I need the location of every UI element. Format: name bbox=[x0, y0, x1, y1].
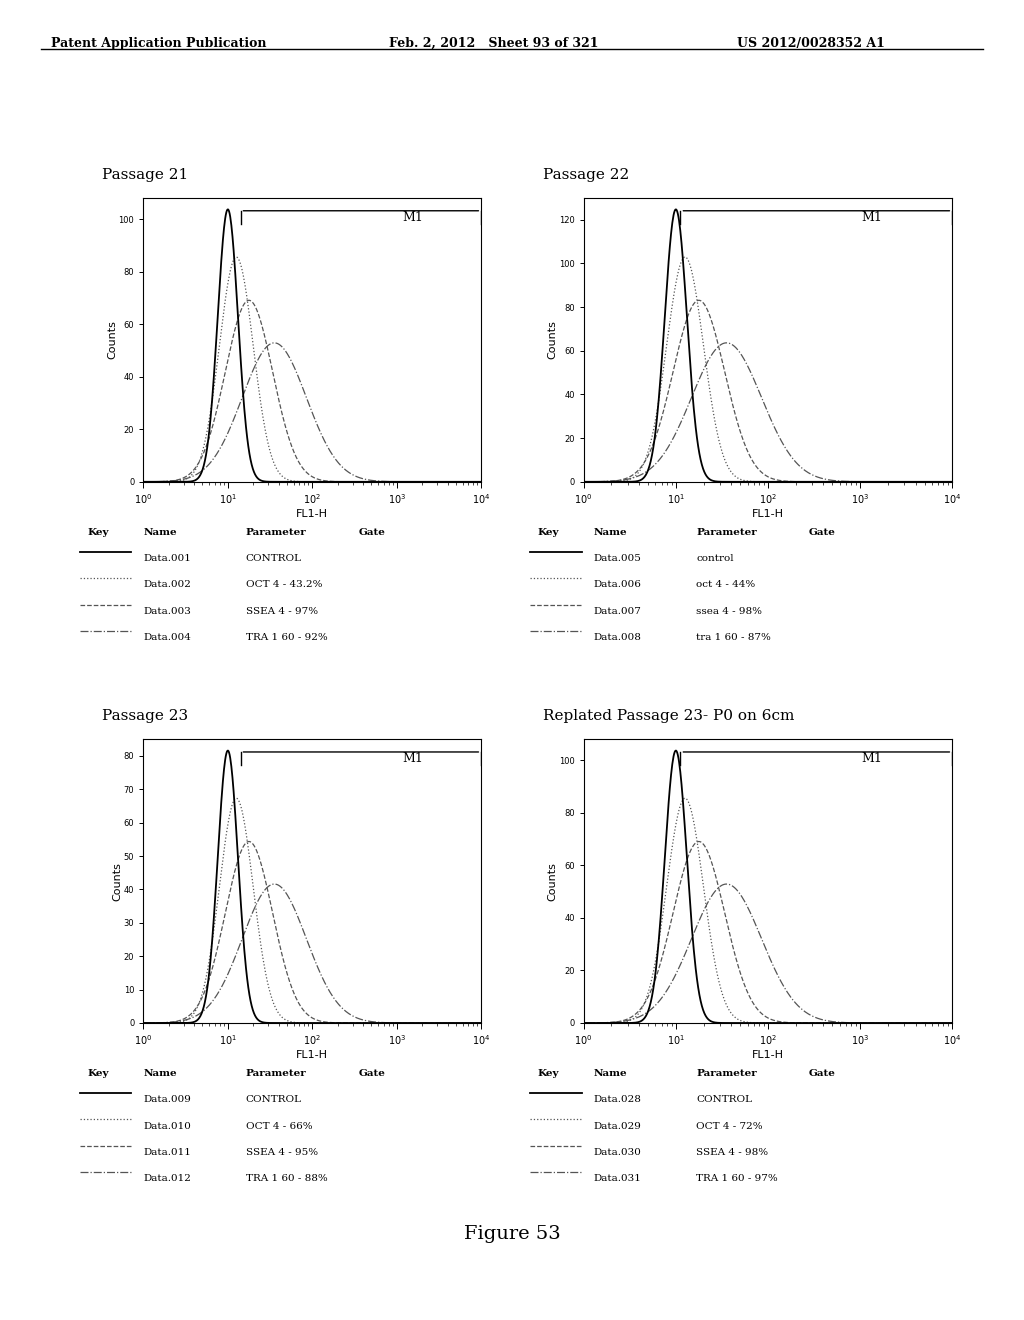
Text: Name: Name bbox=[594, 528, 628, 537]
Text: Key: Key bbox=[87, 1069, 109, 1078]
Text: M1: M1 bbox=[862, 752, 883, 764]
Text: Key: Key bbox=[538, 1069, 559, 1078]
Text: Name: Name bbox=[594, 1069, 628, 1078]
Text: Data.002: Data.002 bbox=[143, 581, 191, 590]
Text: Parameter: Parameter bbox=[696, 1069, 757, 1078]
Text: Passage 22: Passage 22 bbox=[543, 168, 629, 182]
Y-axis label: Counts: Counts bbox=[108, 321, 117, 359]
Text: Patent Application Publication: Patent Application Publication bbox=[51, 37, 266, 50]
Text: Passage 23: Passage 23 bbox=[102, 709, 188, 723]
Text: M1: M1 bbox=[862, 211, 883, 223]
Text: OCT 4 - 66%: OCT 4 - 66% bbox=[246, 1122, 312, 1131]
Text: M1: M1 bbox=[402, 752, 424, 764]
Text: TRA 1 60 - 88%: TRA 1 60 - 88% bbox=[246, 1175, 328, 1184]
Text: Parameter: Parameter bbox=[246, 528, 306, 537]
Text: Replated Passage 23- P0 on 6cm: Replated Passage 23- P0 on 6cm bbox=[543, 709, 794, 723]
Text: Data.007: Data.007 bbox=[594, 607, 642, 616]
Text: Data.009: Data.009 bbox=[143, 1096, 191, 1105]
Text: Key: Key bbox=[87, 528, 109, 537]
Text: TRA 1 60 - 97%: TRA 1 60 - 97% bbox=[696, 1175, 778, 1184]
Text: Data.012: Data.012 bbox=[143, 1175, 191, 1184]
Text: TRA 1 60 - 92%: TRA 1 60 - 92% bbox=[246, 634, 328, 643]
Text: CONTROL: CONTROL bbox=[246, 554, 302, 564]
Text: Data.004: Data.004 bbox=[143, 634, 191, 643]
Text: Data.006: Data.006 bbox=[594, 581, 642, 590]
X-axis label: FL1-H: FL1-H bbox=[752, 1049, 784, 1060]
X-axis label: FL1-H: FL1-H bbox=[752, 508, 784, 519]
Text: US 2012/0028352 A1: US 2012/0028352 A1 bbox=[737, 37, 885, 50]
Text: Parameter: Parameter bbox=[246, 1069, 306, 1078]
Text: Data.031: Data.031 bbox=[594, 1175, 642, 1184]
Text: CONTROL: CONTROL bbox=[246, 1096, 302, 1105]
Text: Gate: Gate bbox=[358, 528, 385, 537]
Text: Data.008: Data.008 bbox=[594, 634, 642, 643]
Y-axis label: Counts: Counts bbox=[113, 862, 122, 900]
Text: SSEA 4 - 98%: SSEA 4 - 98% bbox=[696, 1148, 768, 1158]
Text: ssea 4 - 98%: ssea 4 - 98% bbox=[696, 607, 762, 616]
Text: Data.001: Data.001 bbox=[143, 554, 191, 564]
Text: Data.030: Data.030 bbox=[594, 1148, 642, 1158]
Text: Data.005: Data.005 bbox=[594, 554, 642, 564]
X-axis label: FL1-H: FL1-H bbox=[296, 508, 329, 519]
Text: SSEA 4 - 97%: SSEA 4 - 97% bbox=[246, 607, 317, 616]
Text: Data.028: Data.028 bbox=[594, 1096, 642, 1105]
Text: oct 4 - 44%: oct 4 - 44% bbox=[696, 581, 756, 590]
Text: Parameter: Parameter bbox=[696, 528, 757, 537]
Text: Key: Key bbox=[538, 528, 559, 537]
Text: OCT 4 - 72%: OCT 4 - 72% bbox=[696, 1122, 763, 1131]
Text: SSEA 4 - 95%: SSEA 4 - 95% bbox=[246, 1148, 317, 1158]
Text: Data.029: Data.029 bbox=[594, 1122, 642, 1131]
Text: Feb. 2, 2012   Sheet 93 of 321: Feb. 2, 2012 Sheet 93 of 321 bbox=[389, 37, 599, 50]
Text: Gate: Gate bbox=[809, 1069, 836, 1078]
Text: control: control bbox=[696, 554, 734, 564]
X-axis label: FL1-H: FL1-H bbox=[296, 1049, 329, 1060]
Text: Data.011: Data.011 bbox=[143, 1148, 191, 1158]
Text: OCT 4 - 43.2%: OCT 4 - 43.2% bbox=[246, 581, 323, 590]
Text: Gate: Gate bbox=[358, 1069, 385, 1078]
Text: Gate: Gate bbox=[809, 528, 836, 537]
Y-axis label: Counts: Counts bbox=[548, 862, 557, 900]
Text: Passage 21: Passage 21 bbox=[102, 168, 188, 182]
Text: M1: M1 bbox=[402, 211, 424, 223]
Text: Name: Name bbox=[143, 1069, 177, 1078]
Text: Figure 53: Figure 53 bbox=[464, 1225, 560, 1243]
Y-axis label: Counts: Counts bbox=[548, 321, 557, 359]
Text: Data.003: Data.003 bbox=[143, 607, 191, 616]
Text: tra 1 60 - 87%: tra 1 60 - 87% bbox=[696, 634, 771, 643]
Text: Name: Name bbox=[143, 528, 177, 537]
Text: Data.010: Data.010 bbox=[143, 1122, 191, 1131]
Text: CONTROL: CONTROL bbox=[696, 1096, 753, 1105]
